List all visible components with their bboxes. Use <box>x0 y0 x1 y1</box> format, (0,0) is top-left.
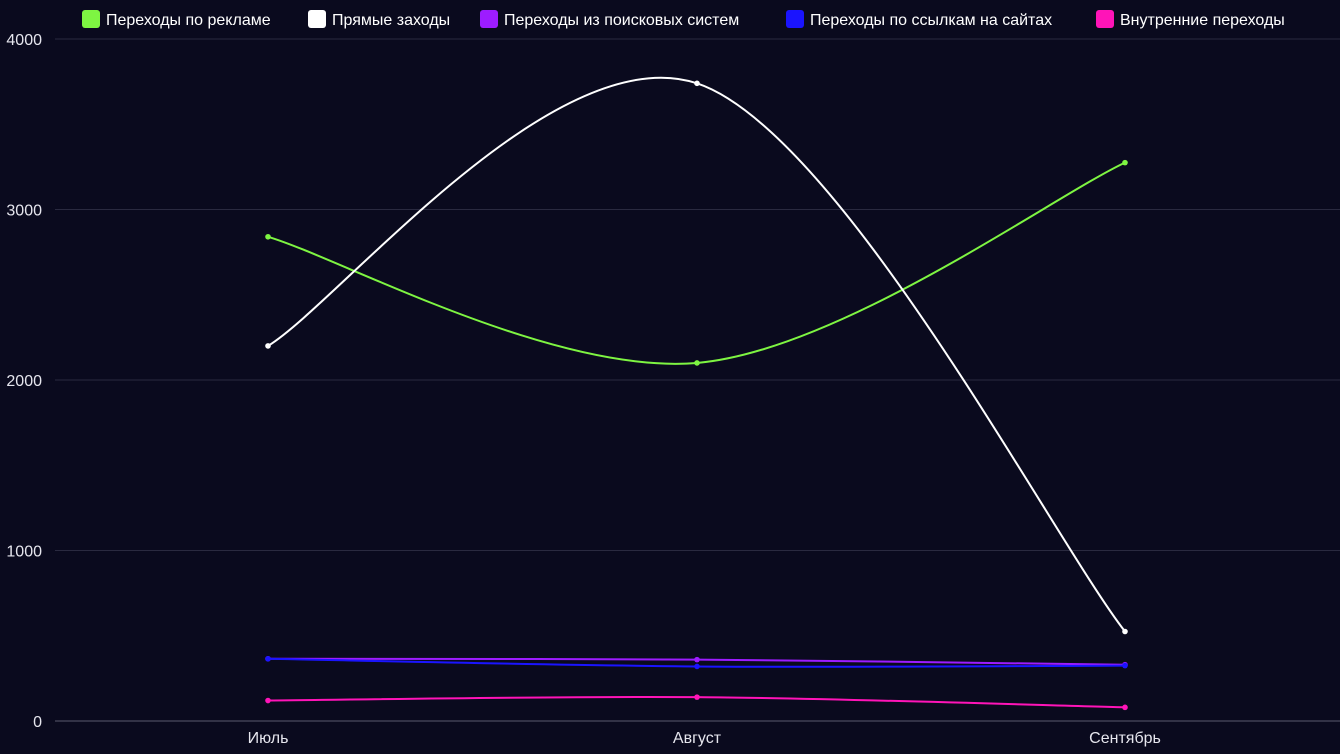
legend-swatch <box>480 10 498 28</box>
data-point[interactable] <box>694 663 700 670</box>
legend-swatch <box>308 10 326 28</box>
legend-item[interactable]: Переходы из поисковых систем <box>480 10 739 29</box>
legend-label: Внутренние переходы <box>1120 12 1285 29</box>
series-5 <box>265 694 1128 711</box>
data-point[interactable] <box>265 655 271 662</box>
axes: 0 1000 2000 3000 4000 Июль Август Сентябрь <box>6 32 1160 747</box>
legend-label: Переходы из поисковых систем <box>504 12 739 29</box>
legend-item[interactable]: Прямые заходы <box>308 10 450 29</box>
data-point[interactable] <box>1122 628 1128 635</box>
series-line <box>267 76 1126 633</box>
series-1 <box>265 159 1128 366</box>
data-point[interactable] <box>694 80 700 87</box>
data-point[interactable] <box>694 694 700 700</box>
y-tick-label: 4000 <box>6 32 42 49</box>
legend-swatch <box>1096 10 1114 28</box>
gridlines <box>55 38 1340 722</box>
legend-swatch <box>786 10 804 28</box>
legend-label: Прямые заходы <box>332 12 450 29</box>
x-tick-label: Июль <box>248 730 289 747</box>
data-point[interactable] <box>1122 662 1128 669</box>
data-point[interactable] <box>265 697 271 704</box>
series-2 <box>265 76 1128 635</box>
x-tick-label: Август <box>673 730 722 747</box>
series-lines <box>265 76 1128 711</box>
series-4 <box>265 655 1128 670</box>
legend-item[interactable]: Внутренние переходы <box>1096 10 1285 29</box>
y-tick-label: 1000 <box>6 544 42 561</box>
y-tick-label: 0 <box>33 714 42 731</box>
legend[interactable]: Переходы по рекламе Прямые заходы Переходы… <box>82 10 1285 29</box>
data-point[interactable] <box>694 360 700 366</box>
data-point[interactable] <box>265 343 271 349</box>
data-point[interactable] <box>265 233 271 240</box>
data-point[interactable] <box>1122 704 1128 711</box>
legend-item[interactable]: Переходы по рекламе <box>82 10 271 29</box>
legend-item[interactable]: Переходы по ссылкам на сайтах <box>786 10 1052 29</box>
y-tick-label: 2000 <box>6 373 42 390</box>
data-point[interactable] <box>694 656 700 663</box>
x-tick-label: Сентябрь <box>1089 730 1161 747</box>
data-point[interactable] <box>1122 159 1128 166</box>
legend-label: Переходы по ссылкам на сайтах <box>810 12 1052 29</box>
y-tick-label: 3000 <box>6 203 42 220</box>
legend-swatch <box>82 10 100 28</box>
legend-label: Переходы по рекламе <box>106 12 271 29</box>
series-line <box>267 161 1126 365</box>
